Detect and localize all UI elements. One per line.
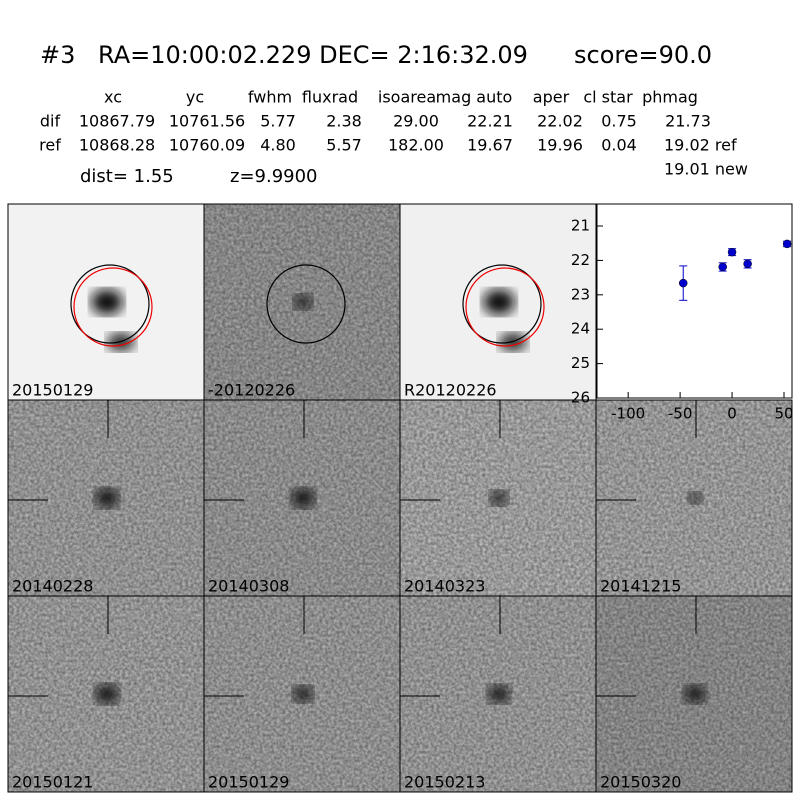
panel-label: -20120226 <box>208 381 295 400</box>
image-panel <box>204 204 400 400</box>
column-header: aper <box>533 88 570 107</box>
panel-label: 20150320 <box>600 773 681 792</box>
y-tick-label: 25 <box>571 354 590 372</box>
table-cell: 0.04 <box>601 136 637 155</box>
column-header: fwhm <box>248 88 292 107</box>
data-point <box>743 259 752 269</box>
panel-label: 20150129 <box>208 773 289 792</box>
data-point <box>678 278 688 288</box>
panel-label: 20141215 <box>600 577 681 596</box>
aperture <box>266 264 346 344</box>
panel-label: 20140308 <box>208 577 289 596</box>
table-cell: 2.38 <box>326 112 362 131</box>
image-panel <box>596 596 792 792</box>
table-cell: 22.21 <box>467 112 513 131</box>
stats-table: xc yc fwhm fluxrad isoarea mag auto aper cl sta… <box>39 88 737 155</box>
aperture-ref <box>465 267 545 347</box>
column-header: isoarea <box>378 88 436 107</box>
source-blob <box>95 684 119 704</box>
panel-label: R20120226 <box>404 381 497 400</box>
image-panel <box>8 204 204 400</box>
image-panel <box>8 596 204 792</box>
source-blob <box>483 289 515 315</box>
x-tick-label: -100 <box>611 405 645 423</box>
aperture-ref <box>73 267 153 347</box>
row-label: dif <box>40 112 61 131</box>
table-cell: 22.02 <box>537 112 583 131</box>
y-tick-label: 21 <box>571 217 590 235</box>
source-blob <box>294 294 312 310</box>
redshift: z=9.9900 <box>230 166 318 187</box>
source-blob <box>291 488 315 508</box>
table-cell: 10867.79 <box>79 112 155 131</box>
aperture <box>462 264 542 344</box>
column-header: mag auto <box>436 88 513 107</box>
table-cell: 19.02 ref <box>664 136 737 155</box>
candidate-id: #3 <box>40 41 75 69</box>
image-panel <box>596 400 792 596</box>
column-header: fluxrad <box>302 88 358 107</box>
distance: dist= 1.55 <box>80 166 174 187</box>
plot-area <box>596 203 793 399</box>
table-cell: 5.77 <box>260 112 296 131</box>
aperture <box>70 264 150 344</box>
table-cell: 29.00 <box>393 112 439 131</box>
source-blob <box>490 490 508 506</box>
table-cell: 4.80 <box>260 136 296 155</box>
column-header: cl star <box>583 88 633 107</box>
column-header: xc <box>104 88 122 107</box>
image-panel <box>204 596 400 792</box>
panel-label: 20150129 <box>12 381 93 400</box>
data-point <box>718 262 727 272</box>
y-tick-label: 22 <box>571 251 590 269</box>
image-panel <box>204 400 400 596</box>
table-cell: 21.73 <box>665 112 711 131</box>
table-cell: 5.57 <box>326 136 362 155</box>
panel-label: 20150213 <box>404 773 485 792</box>
table-cell: 182.00 <box>388 136 444 155</box>
table-cell: 19.96 <box>537 136 583 155</box>
column-header: yc <box>186 88 204 107</box>
data-point <box>727 247 737 257</box>
panel-label: 20150121 <box>12 773 93 792</box>
table-cell: 10761.56 <box>169 112 245 131</box>
source-blob <box>95 488 119 508</box>
phmag-new: 19.01 new <box>664 160 748 179</box>
panel-label: 20140323 <box>404 577 485 596</box>
table-cell: 0.75 <box>601 112 637 131</box>
source-blob <box>293 686 313 702</box>
panel-label: 20140228 <box>12 577 93 596</box>
y-tick-label: 24 <box>571 320 590 338</box>
light-curve: 21 22 23 24 25 26 -100 -50 0 50 <box>571 203 794 423</box>
image-panel <box>400 400 596 596</box>
coordinates: RA=10:00:02.229 DEC= 2:16:32.09 <box>98 41 528 69</box>
x-tick-label: 50 <box>774 405 793 423</box>
y-tick-label: 26 <box>571 389 590 407</box>
source-blob <box>688 492 702 504</box>
source-blob <box>91 289 123 315</box>
table-cell: 19.67 <box>467 136 513 155</box>
table-cell: 10760.09 <box>169 136 245 155</box>
table-cell: 10868.28 <box>79 136 155 155</box>
x-tick-label: 0 <box>727 405 737 423</box>
panel-border <box>595 595 793 793</box>
y-tick-label: 23 <box>571 285 590 303</box>
image-panel <box>8 400 204 596</box>
data-point <box>782 239 792 249</box>
source-blob <box>488 685 510 703</box>
column-header: phmag <box>642 88 698 107</box>
row-label: ref <box>39 136 61 155</box>
image-panel <box>400 596 596 792</box>
x-tick-label: -50 <box>668 405 693 423</box>
source-blob <box>684 685 706 703</box>
image-grid: 20150129 -20120226 R20120226 20140228 201403… <box>7 203 793 793</box>
image-panel <box>400 204 596 400</box>
score: score=90.0 <box>574 41 712 69</box>
